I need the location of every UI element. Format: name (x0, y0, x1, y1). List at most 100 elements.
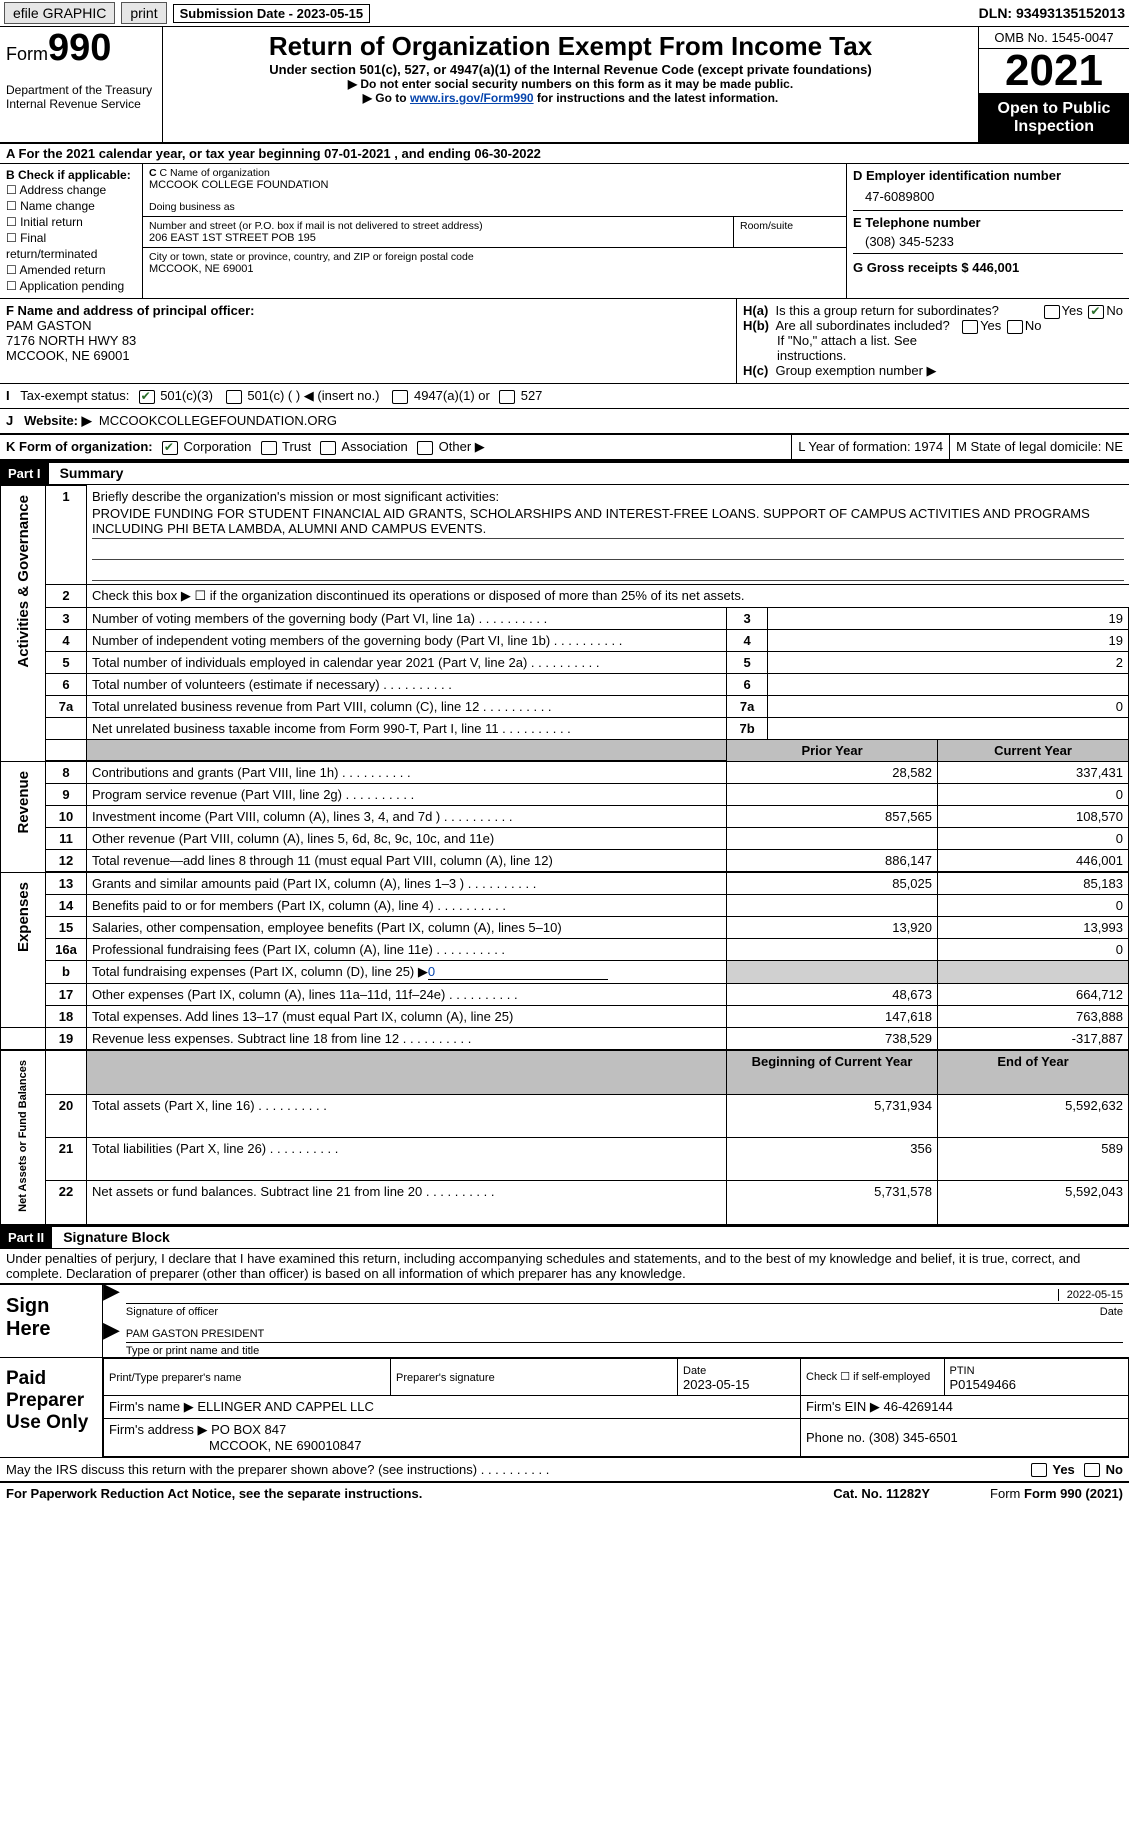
ein-value: 47-6089800 (853, 183, 1123, 210)
cb-assoc[interactable] (320, 441, 336, 455)
cb-app-pending[interactable]: ☐ Application pending (6, 278, 136, 294)
ptin-label: PTIN (950, 1365, 975, 1377)
cb-name-change[interactable]: ☐ Name change (6, 198, 136, 214)
ha-pre: H(a) (743, 303, 768, 318)
l18-text: Total expenses. Add lines 13–17 (must eq… (92, 1009, 513, 1024)
org-name-label: C C Name of organization (149, 167, 840, 179)
section-i: I Tax-exempt status: 501(c)(3) 501(c) ( … (0, 384, 1129, 409)
lbl-4947: 4947(a)(1) or (414, 388, 490, 403)
col-deg: D Employer identification number 47-6089… (846, 164, 1129, 298)
c11: 0 (938, 828, 1129, 850)
p16a (727, 939, 938, 961)
preparer-table: Print/Type preparer's name Preparer's si… (103, 1358, 1129, 1457)
hb-text: Are all subordinates included? (776, 318, 950, 333)
cb-501c[interactable] (226, 390, 242, 404)
prep-sig-label: Preparer's signature (396, 1372, 495, 1384)
lbl-501c: 501(c) ( ) ◀ (insert no.) (247, 388, 379, 403)
cb-501c3[interactable] (139, 390, 155, 404)
dept-treasury: Department of the Treasury (6, 83, 156, 97)
lbl-corp: Corporation (183, 439, 251, 454)
cb-address-change-lbl: Address change (19, 183, 106, 197)
ha-yes-cb[interactable] (1044, 305, 1060, 319)
prep-name-label: Print/Type preparer's name (109, 1372, 241, 1384)
l8-text: Contributions and grants (Part VIII, lin… (92, 765, 338, 780)
l16b-val[interactable]: 0 (428, 964, 608, 980)
l16a-text: Professional fundraising fees (Part IX, … (92, 942, 433, 957)
officer-name: PAM GASTON (6, 318, 91, 333)
section-fh: F Name and address of principal officer:… (0, 299, 1129, 384)
l14-text: Benefits paid to or for members (Part IX… (92, 898, 434, 913)
p17: 48,673 (727, 984, 938, 1006)
l3-text: Number of voting members of the governin… (92, 611, 475, 626)
form-title: Return of Organization Exempt From Incom… (171, 31, 970, 62)
cat-no: Cat. No. 11282Y (833, 1486, 930, 1501)
tax-year: 2021 (979, 49, 1129, 94)
discuss-yes-cb[interactable] (1031, 1463, 1047, 1477)
sidebar-netassets-text: Net Assets or Fund Balances (17, 1054, 29, 1218)
v7b (768, 717, 1129, 739)
l6-text: Total number of volunteers (estimate if … (92, 677, 380, 692)
footer-form: Form 990 (2021) (1024, 1486, 1123, 1501)
cb-final-return[interactable]: ☐ Final return/terminated (6, 230, 136, 262)
p16b-shade (727, 961, 938, 984)
cb-amended[interactable]: ☐ Amended return (6, 262, 136, 278)
section-bcdeg: B Check if applicable: ☐ Address change … (0, 164, 1129, 299)
p22: 5,731,578 (727, 1181, 938, 1224)
ein-label: D Employer identification number (853, 168, 1061, 183)
discuss-no-cb[interactable] (1084, 1463, 1100, 1477)
form-header: Form990 Department of the Treasury Inter… (0, 27, 1129, 144)
form-subtitle: Under section 501(c), 527, or 4947(a)(1)… (171, 62, 970, 77)
hb-no-cb[interactable] (1007, 320, 1023, 334)
c9: 0 (938, 784, 1129, 806)
l7a-text: Total unrelated business revenue from Pa… (92, 699, 479, 714)
print-button[interactable]: print (121, 2, 166, 24)
submission-date: Submission Date - 2023-05-15 (173, 4, 371, 23)
cb-527[interactable] (499, 390, 515, 404)
perjury-declaration: Under penalties of perjury, I declare th… (0, 1249, 1129, 1283)
part1-bar: Part I Summary (0, 461, 1129, 485)
efile-badge: efile GRAPHIC (4, 2, 115, 24)
irs-label: Internal Revenue Service (6, 97, 156, 111)
cb-4947[interactable] (392, 390, 408, 404)
l1-label: Briefly describe the organization's miss… (92, 489, 499, 504)
firm-label: Firm's name ▶ (109, 1399, 194, 1414)
officer-addr2: MCCOOK, NE 69001 (6, 348, 130, 363)
firm-ein-label: Firm's EIN ▶ (806, 1399, 880, 1414)
cb-initial-return[interactable]: ☐ Initial return (6, 214, 136, 230)
p14 (727, 895, 938, 917)
form-990: 990 (48, 27, 111, 69)
cb-corp[interactable] (162, 441, 178, 455)
mission-text: PROVIDE FUNDING FOR STUDENT FINANCIAL AI… (92, 504, 1124, 539)
officer-addr1: 7176 NORTH HWY 83 (6, 333, 136, 348)
pra-notice: For Paperwork Reduction Act Notice, see … (6, 1486, 422, 1501)
sidebar-activities: Activities & Governance (1, 486, 46, 762)
sig-arrow1-icon: ▶ (103, 1285, 120, 1318)
current-year-hdr: Current Year (938, 739, 1129, 761)
sidebar-revenue-text: Revenue (15, 765, 32, 840)
l7b-text: Net unrelated business taxable income fr… (92, 721, 499, 736)
cb-other[interactable] (417, 441, 433, 455)
l12-text: Total revenue—add lines 8 through 11 (mu… (92, 853, 553, 868)
discuss-row: May the IRS discuss this return with the… (0, 1458, 1129, 1482)
ha-no-cb[interactable] (1088, 305, 1104, 319)
c8: 337,431 (938, 761, 1129, 784)
hb-yes-cb[interactable] (962, 320, 978, 334)
date-label: Date (1100, 1306, 1123, 1318)
website-value: MCCOOKCOLLEGEFOUNDATION.ORG (99, 413, 337, 428)
cb-address-change[interactable]: ☐ Address change (6, 182, 136, 198)
room-label: Room/suite (740, 220, 840, 232)
sidebar-revenue: Revenue (1, 761, 46, 872)
v5: 2 (768, 651, 1129, 673)
part1-table: Activities & Governance 1 Briefly descri… (0, 485, 1129, 1225)
l17-text: Other expenses (Part IX, column (A), lin… (92, 987, 445, 1002)
part2-title: Signature Block (55, 1229, 170, 1245)
year-formation: L Year of formation: 1974 (791, 435, 949, 459)
addr-label: Number and street (or P.O. box if mail i… (149, 220, 727, 232)
hb-yes-lbl: Yes (980, 318, 1001, 333)
form990-link[interactable]: www.irs.gov/Form990 (410, 91, 534, 105)
p19: 738,529 (727, 1028, 938, 1051)
lbl-other: Other ▶ (439, 439, 485, 454)
cb-trust[interactable] (261, 441, 277, 455)
hb-note: If "No," attach a list. See instructions… (743, 333, 1123, 363)
v4: 19 (768, 629, 1129, 651)
